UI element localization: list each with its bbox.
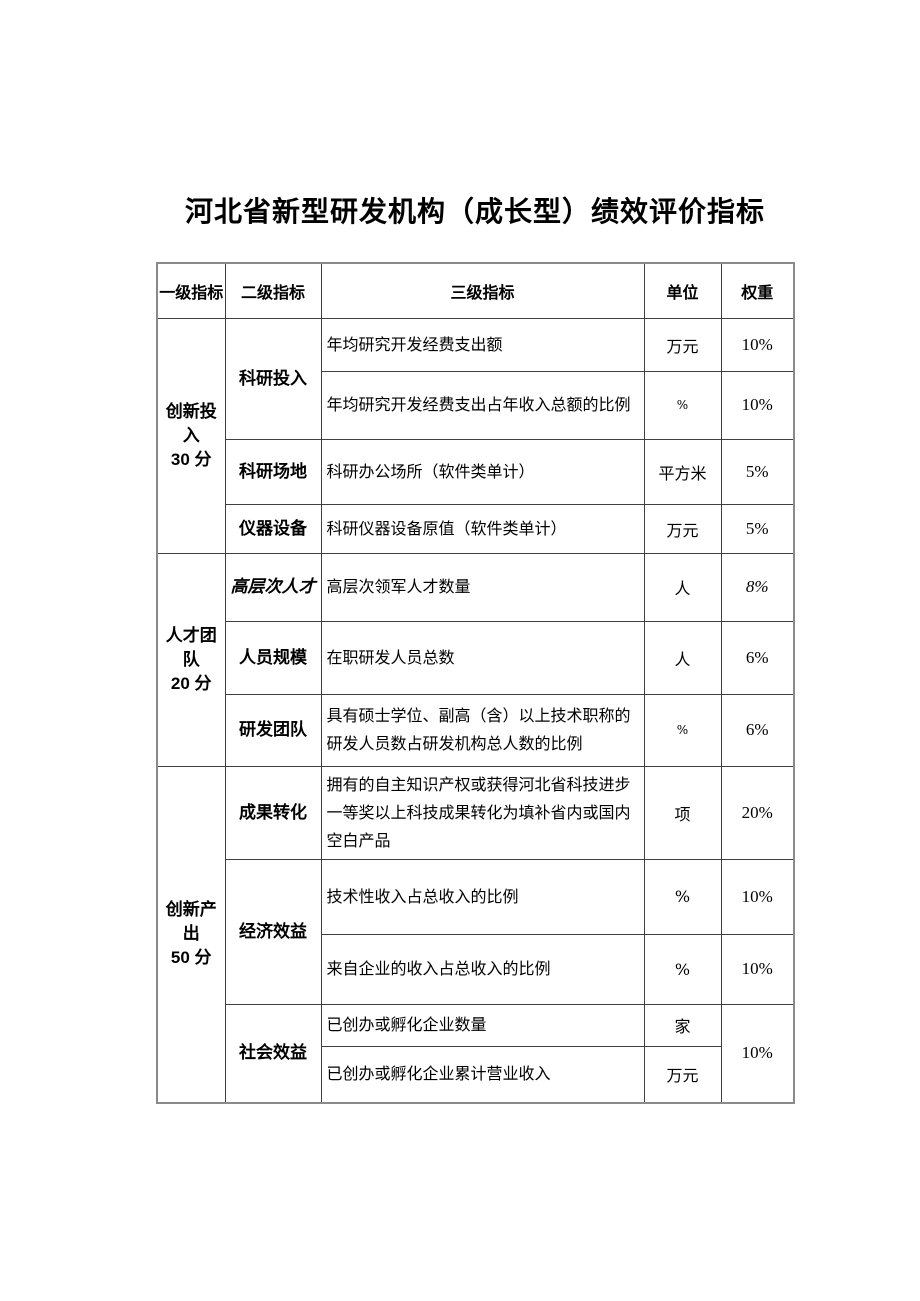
indicator-cell: 拥有的自主知识产权或获得河北省科技进步一等奖以上科技成果转化为填补省内或国内空白…	[320, 765, 645, 860]
weight-cell: 10%	[720, 933, 795, 1005]
weight-cell: 5%	[720, 438, 795, 505]
table-row: 经济效益 技术性收入占总收入的比例 % 10%	[157, 858, 795, 1005]
unit-cell: 项	[643, 765, 722, 860]
unit-cell: 人	[643, 620, 722, 695]
level2-cell-research-investment: 科研投入	[224, 317, 322, 440]
table-row: 仪器设备 科研仪器设备原值（软件类单计） 万元 5%	[157, 503, 795, 554]
table-row: 研发团队 具有硕士学位、副高（含）以上技术职称的研发人员数占研发机构总人数的比例…	[157, 693, 795, 767]
unit-cell: 家	[643, 1003, 722, 1047]
weight-cell: 8%	[720, 552, 795, 622]
unit-cell: 人	[643, 552, 722, 622]
indicator-cell: 已创办或孵化企业累计营业收入	[320, 1045, 645, 1104]
column-header-unit: 单位	[643, 262, 722, 319]
evaluation-table: 一级指标 二级指标 三级指标 单位 权重 创新投入 30 分 科研投入 年均研究…	[156, 262, 795, 1104]
indicator-cell: 年均研究开发经费支出占年收入总额的比例	[320, 370, 645, 440]
unit-cell: 平方米	[643, 438, 722, 505]
level2-cell-social-benefit: 社会效益	[224, 1003, 322, 1104]
indicator-cell: 具有硕士学位、副高（含）以上技术职称的研发人员数占研发机构总人数的比例	[320, 693, 645, 767]
level1-score: 30 分	[170, 449, 212, 469]
level2-cell-research-space: 科研场地	[224, 438, 322, 505]
level1-score: 50 分	[170, 948, 212, 968]
level1-name: 人才团队	[165, 625, 217, 669]
unit-cell: %	[643, 370, 722, 440]
indicator-cell: 来自企业的收入占总收入的比例	[320, 933, 645, 1005]
table-row: 创新投入 30 分 科研投入 年均研究开发经费支出额 万元 10%	[156, 317, 795, 554]
weight-cell: 6%	[720, 693, 795, 767]
indicator-cell: 高层次领军人才数量	[320, 552, 645, 622]
weight-cell: 5%	[720, 503, 795, 554]
table-row: 已创办或孵化企业累计营业收入 万元	[157, 1045, 794, 1104]
column-header-level1: 一级指标	[156, 262, 226, 319]
unit-cell: %	[643, 933, 722, 1005]
level2-cell-rd-team: 研发团队	[224, 693, 322, 767]
weight-cell: 10%	[720, 370, 795, 440]
column-header-level2: 二级指标	[224, 262, 322, 319]
unit-cell: %	[643, 858, 722, 935]
column-header-weight: 权重	[720, 262, 795, 319]
indicator-cell: 年均研究开发经费支出额	[320, 317, 645, 372]
weight-cell: 6%	[720, 620, 795, 695]
table-row: 科研场地 科研办公场所（软件类单计） 平方米 5%	[157, 438, 795, 505]
level2-cell-instruments-equipment: 仪器设备	[224, 503, 322, 554]
indicator-cell: 技术性收入占总收入的比例	[320, 858, 645, 935]
level1-cell-talent-team: 人才团队 20 分	[156, 552, 226, 767]
indicator-cell: 在职研发人员总数	[320, 620, 645, 695]
level1-cell-innovation-output: 创新产出 50 分	[156, 765, 226, 1104]
level2-cell-achievement-transformation: 成果转化	[224, 765, 322, 860]
table-row: 社会效益 已创办或孵化企业数量 家 10%	[157, 1003, 795, 1104]
level1-name: 创新产出	[165, 900, 217, 944]
weight-cell: 20%	[720, 765, 795, 860]
table-header-row: 一级指标 二级指标 三级指标 单位 权重	[156, 262, 795, 319]
level2-cell-staff-scale: 人员规模	[224, 620, 322, 695]
weight-cell: 10%	[720, 317, 795, 372]
weight-cell: 10%	[720, 858, 795, 935]
indicator-cell: 已创办或孵化企业数量	[320, 1003, 645, 1047]
indicator-cell: 科研办公场所（软件类单计）	[320, 438, 645, 505]
weight-cell-merged: 10%	[720, 1003, 795, 1104]
unit-cell: 万元	[643, 503, 722, 554]
column-header-level3: 三级指标	[320, 262, 645, 319]
table-row: 人员规模 在职研发人员总数 人 6%	[157, 620, 795, 695]
table-row: 创新产出 50 分 成果转化 拥有的自主知识产权或获得河北省科技进步一等奖以上科…	[156, 765, 795, 1104]
table-row: 年均研究开发经费支出占年收入总额的比例 % 10%	[157, 370, 795, 440]
level1-name: 创新投入	[165, 401, 217, 445]
unit-cell: 万元	[643, 317, 722, 372]
level1-cell-innovation-input: 创新投入 30 分	[156, 317, 226, 554]
unit-cell: 万元	[643, 1045, 722, 1104]
level2-cell-economic-benefit: 经济效益	[224, 858, 322, 1005]
document-title: 河北省新型研发机构（成长型）绩效评价指标	[184, 195, 765, 228]
level1-score: 20 分	[170, 673, 212, 693]
level2-cell-high-level-talent: 高层次人才	[224, 552, 322, 622]
indicator-cell: 科研仪器设备原值（软件类单计）	[320, 503, 645, 554]
unit-cell: %	[643, 693, 722, 767]
table-row: 人才团队 20 分 高层次人才 高层次领军人才数量 人 8%	[156, 552, 795, 767]
